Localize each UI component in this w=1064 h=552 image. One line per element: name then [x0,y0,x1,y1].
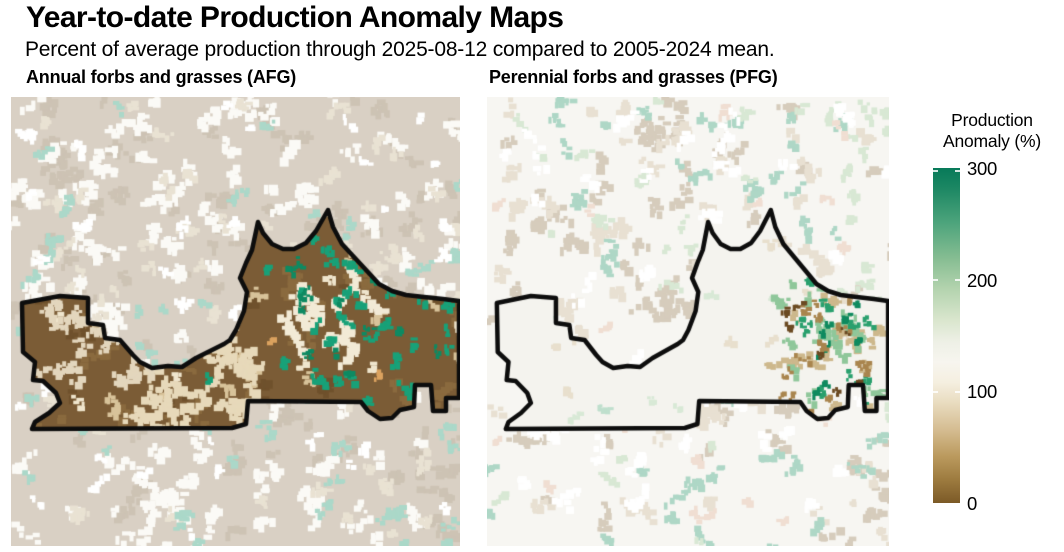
colorbar-tick-label-300: 300 [967,158,997,179]
panel-title-pfg: Perennial forbs and grasses (PFG) [489,67,778,87]
colorbar-tick-mark-200 [933,279,960,281]
panel-title-afg: Annual forbs and grasses (AFG) [26,67,297,87]
colorbar-tick-mark-100 [933,391,960,393]
page-subtitle: Percent of average production through 20… [25,38,775,61]
colorbar-title-line1: Production [951,110,1033,130]
colorbar-tick-label-200: 200 [967,270,997,291]
colorbar-title-line2: Anomaly (%) [943,131,1041,151]
colorbar-tick-label-0: 0 [967,493,977,514]
colorbar-tick-label-100: 100 [967,381,997,402]
colorbar-tick-mark-300 [933,170,960,172]
pfg-anomaly-map [487,97,889,546]
colorbar-title: Production Anomaly (%) [923,110,1061,152]
afg-anomaly-map [11,97,460,546]
page-title: Year-to-date Production Anomaly Maps [26,1,564,34]
colorbar-gradient [933,168,960,503]
